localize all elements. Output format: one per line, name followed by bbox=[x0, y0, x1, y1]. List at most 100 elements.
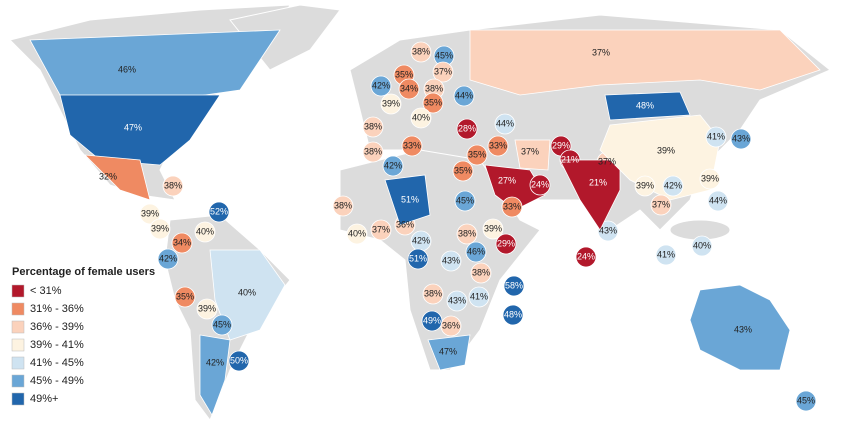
legend-swatch bbox=[11, 302, 25, 316]
region bbox=[454, 190, 476, 212]
region bbox=[440, 315, 462, 337]
region bbox=[575, 246, 597, 268]
region bbox=[604, 91, 691, 121]
region-label: 41% bbox=[657, 249, 675, 259]
region-label: 28% bbox=[458, 123, 476, 133]
region-label: 50% bbox=[230, 355, 248, 365]
region-label: 41% bbox=[470, 291, 488, 301]
region bbox=[139, 203, 161, 225]
region-label: 43% bbox=[442, 255, 460, 265]
region-label: 42% bbox=[159, 253, 177, 263]
region-label: 47% bbox=[124, 122, 142, 132]
region-label: 58% bbox=[505, 280, 523, 290]
region-label: 51% bbox=[409, 253, 427, 263]
region bbox=[208, 201, 230, 223]
region-label: 45% bbox=[456, 195, 474, 205]
region-label: 40% bbox=[412, 112, 430, 122]
region bbox=[380, 93, 402, 115]
region bbox=[456, 118, 478, 140]
legend-label: 49%+ bbox=[30, 393, 58, 405]
region bbox=[465, 241, 487, 263]
region-label: 43% bbox=[599, 225, 617, 235]
region-label: 41% bbox=[707, 131, 725, 141]
region-label: 49% bbox=[423, 315, 441, 325]
region bbox=[650, 194, 672, 216]
region-label: 44% bbox=[455, 90, 473, 100]
region bbox=[662, 175, 684, 197]
region bbox=[514, 139, 551, 171]
region-label: 42% bbox=[384, 160, 402, 170]
region bbox=[422, 283, 444, 305]
region bbox=[199, 334, 231, 416]
region-label: 43% bbox=[732, 133, 750, 143]
region-label: 38% bbox=[424, 288, 442, 298]
region bbox=[795, 390, 817, 412]
region bbox=[452, 160, 474, 182]
region bbox=[370, 75, 392, 97]
region-label: 45% bbox=[435, 50, 453, 60]
region bbox=[422, 92, 444, 114]
region-label: 38% bbox=[472, 267, 490, 277]
region-label: 39% bbox=[141, 208, 159, 218]
region bbox=[503, 275, 525, 297]
region bbox=[29, 29, 281, 101]
region bbox=[501, 196, 523, 218]
region bbox=[346, 223, 368, 245]
region bbox=[410, 107, 432, 129]
region-label: 38% bbox=[458, 228, 476, 238]
region bbox=[446, 290, 468, 312]
region-label: 43% bbox=[448, 295, 466, 305]
region-label: 37% bbox=[592, 47, 610, 57]
region bbox=[470, 262, 492, 284]
region bbox=[427, 334, 471, 371]
region-label: 21% bbox=[589, 177, 607, 187]
region-label: 38% bbox=[334, 200, 352, 210]
region-label: 39% bbox=[636, 180, 654, 190]
legend-swatch bbox=[11, 284, 25, 298]
region-label: 42% bbox=[206, 357, 224, 367]
region bbox=[162, 175, 184, 197]
region-label: 42% bbox=[412, 235, 430, 245]
region bbox=[484, 164, 546, 211]
region-label: 35% bbox=[395, 69, 413, 79]
region-label: 39% bbox=[701, 173, 719, 183]
region-label: 44% bbox=[709, 195, 727, 205]
region bbox=[211, 314, 233, 336]
region-label: 37% bbox=[652, 199, 670, 209]
region bbox=[456, 223, 478, 245]
region bbox=[59, 94, 221, 166]
region-label: 35% bbox=[424, 97, 442, 107]
legend: Percentage of female users < 31% 31% - 36… bbox=[11, 266, 155, 406]
region bbox=[502, 304, 524, 326]
legend-swatch bbox=[11, 374, 25, 388]
labels: 46% 47% 32% 38% 39% 39% 40% 52% 34% 42% 35% 39% 40% 4… bbox=[99, 46, 815, 405]
region bbox=[174, 286, 196, 308]
region bbox=[382, 155, 404, 177]
region bbox=[370, 219, 392, 241]
region bbox=[194, 221, 216, 243]
region-label: 21% bbox=[561, 154, 579, 164]
region bbox=[362, 116, 384, 138]
legend-swatch bbox=[11, 356, 25, 370]
region-label: 38% bbox=[425, 83, 443, 93]
region-label: 38% bbox=[412, 46, 430, 56]
region-label: 35% bbox=[468, 149, 486, 159]
region bbox=[228, 350, 250, 372]
region-label: 33% bbox=[403, 140, 421, 150]
region-label: 33% bbox=[503, 201, 521, 211]
region-label: 42% bbox=[664, 180, 682, 190]
region-label: 35% bbox=[454, 165, 472, 175]
region-label: 48% bbox=[504, 309, 522, 319]
region-label: 40% bbox=[238, 287, 256, 297]
legend-label: 45% - 49% bbox=[30, 375, 84, 387]
regions bbox=[29, 29, 821, 416]
region-label: 33% bbox=[489, 140, 507, 150]
region-label: 39% bbox=[484, 223, 502, 233]
region bbox=[362, 141, 384, 163]
region bbox=[157, 248, 179, 270]
region bbox=[469, 29, 821, 96]
region-label: 39% bbox=[657, 145, 675, 155]
region-label: 40% bbox=[196, 226, 214, 236]
region-label: 38% bbox=[364, 121, 382, 131]
